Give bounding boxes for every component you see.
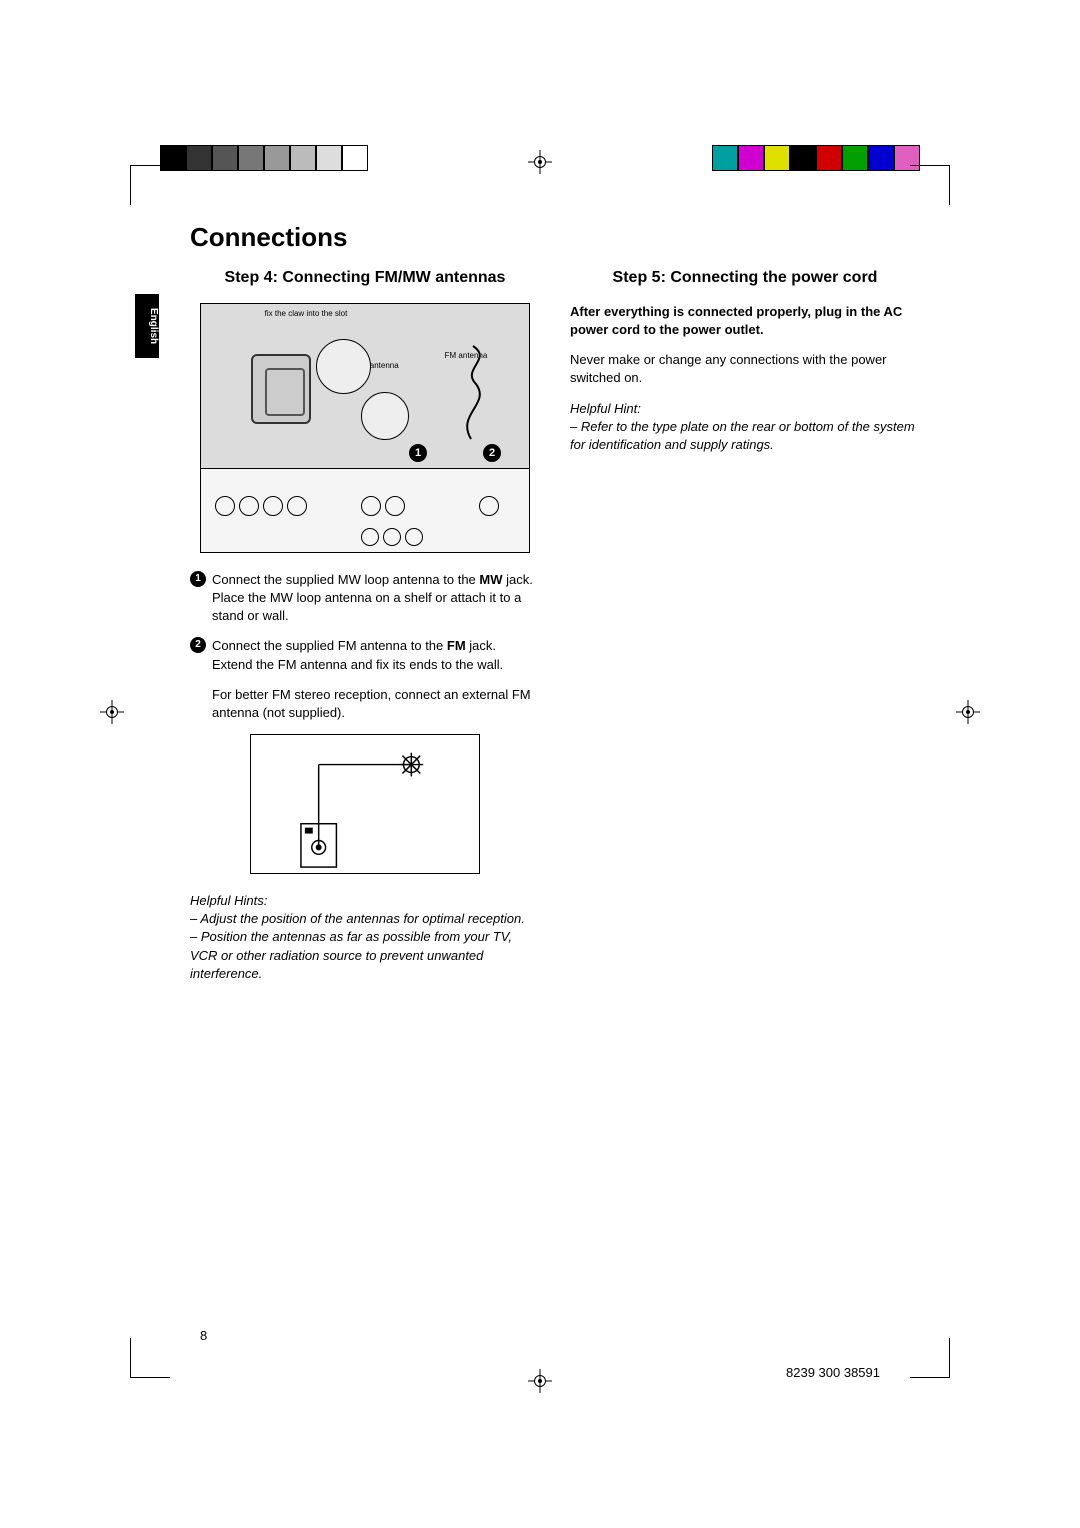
crop-mark <box>130 1338 170 1378</box>
step5-instruction-1: After everything is connected properly, … <box>570 303 920 339</box>
step5-instruction-2: Never make or change any connections wit… <box>570 351 920 387</box>
step4-instruction-2: 2 Connect the supplied FM antenna to the… <box>190 637 540 673</box>
step4-heading: Step 4: Connecting FM/MW antennas <box>190 268 540 289</box>
diagram-bullet-1: 1 <box>409 444 427 462</box>
crop-mark <box>910 165 950 205</box>
bullet-1: 1 <box>190 571 206 587</box>
bullet-2: 2 <box>190 637 206 653</box>
hints-heading: Helpful Hint: <box>570 400 920 418</box>
page-number: 8 <box>200 1328 207 1343</box>
fm-external-diagram <box>250 734 480 874</box>
claw-caption: fix the claw into the slot <box>261 310 351 319</box>
column-left: Step 4: Connecting FM/MW antennas fix th… <box>190 268 540 983</box>
page-title: Connections <box>190 222 347 253</box>
fm-wire-icon <box>451 344 496 444</box>
registration-mark <box>528 150 552 174</box>
registration-mark <box>528 1369 552 1393</box>
step5-heading: Step 5: Connecting the power cord <box>570 268 920 289</box>
step4-instruction-1: 1 Connect the supplied MW loop antenna t… <box>190 571 540 626</box>
detail-circle-icon <box>316 339 371 394</box>
color-colorbar <box>712 145 920 171</box>
crop-mark <box>910 1338 950 1378</box>
detail-circle-icon <box>361 392 409 440</box>
antenna-diagram: fix the claw into the slot MW antenna FM… <box>200 303 530 553</box>
hints-heading: Helpful Hints: <box>190 892 540 910</box>
hint-2: – Position the antennas as far as possib… <box>190 928 540 983</box>
registration-mark <box>956 700 980 724</box>
document-number: 8239 300 38591 <box>786 1365 880 1380</box>
language-tab: English <box>135 294 159 358</box>
mw-loop-icon <box>251 354 311 424</box>
diagram-bullet-2: 2 <box>483 444 501 462</box>
registration-mark <box>100 700 124 724</box>
grayscale-colorbar <box>160 145 368 171</box>
hint-1: – Adjust the position of the antennas fo… <box>190 910 540 928</box>
step4-note: For better FM stereo reception, connect … <box>190 686 540 722</box>
column-right: Step 5: Connecting the power cord After … <box>570 268 920 454</box>
hint-1: – Refer to the type plate on the rear or… <box>570 418 920 454</box>
crop-mark <box>130 165 170 205</box>
page: English Connections Step 4: Connecting F… <box>0 0 1080 1528</box>
